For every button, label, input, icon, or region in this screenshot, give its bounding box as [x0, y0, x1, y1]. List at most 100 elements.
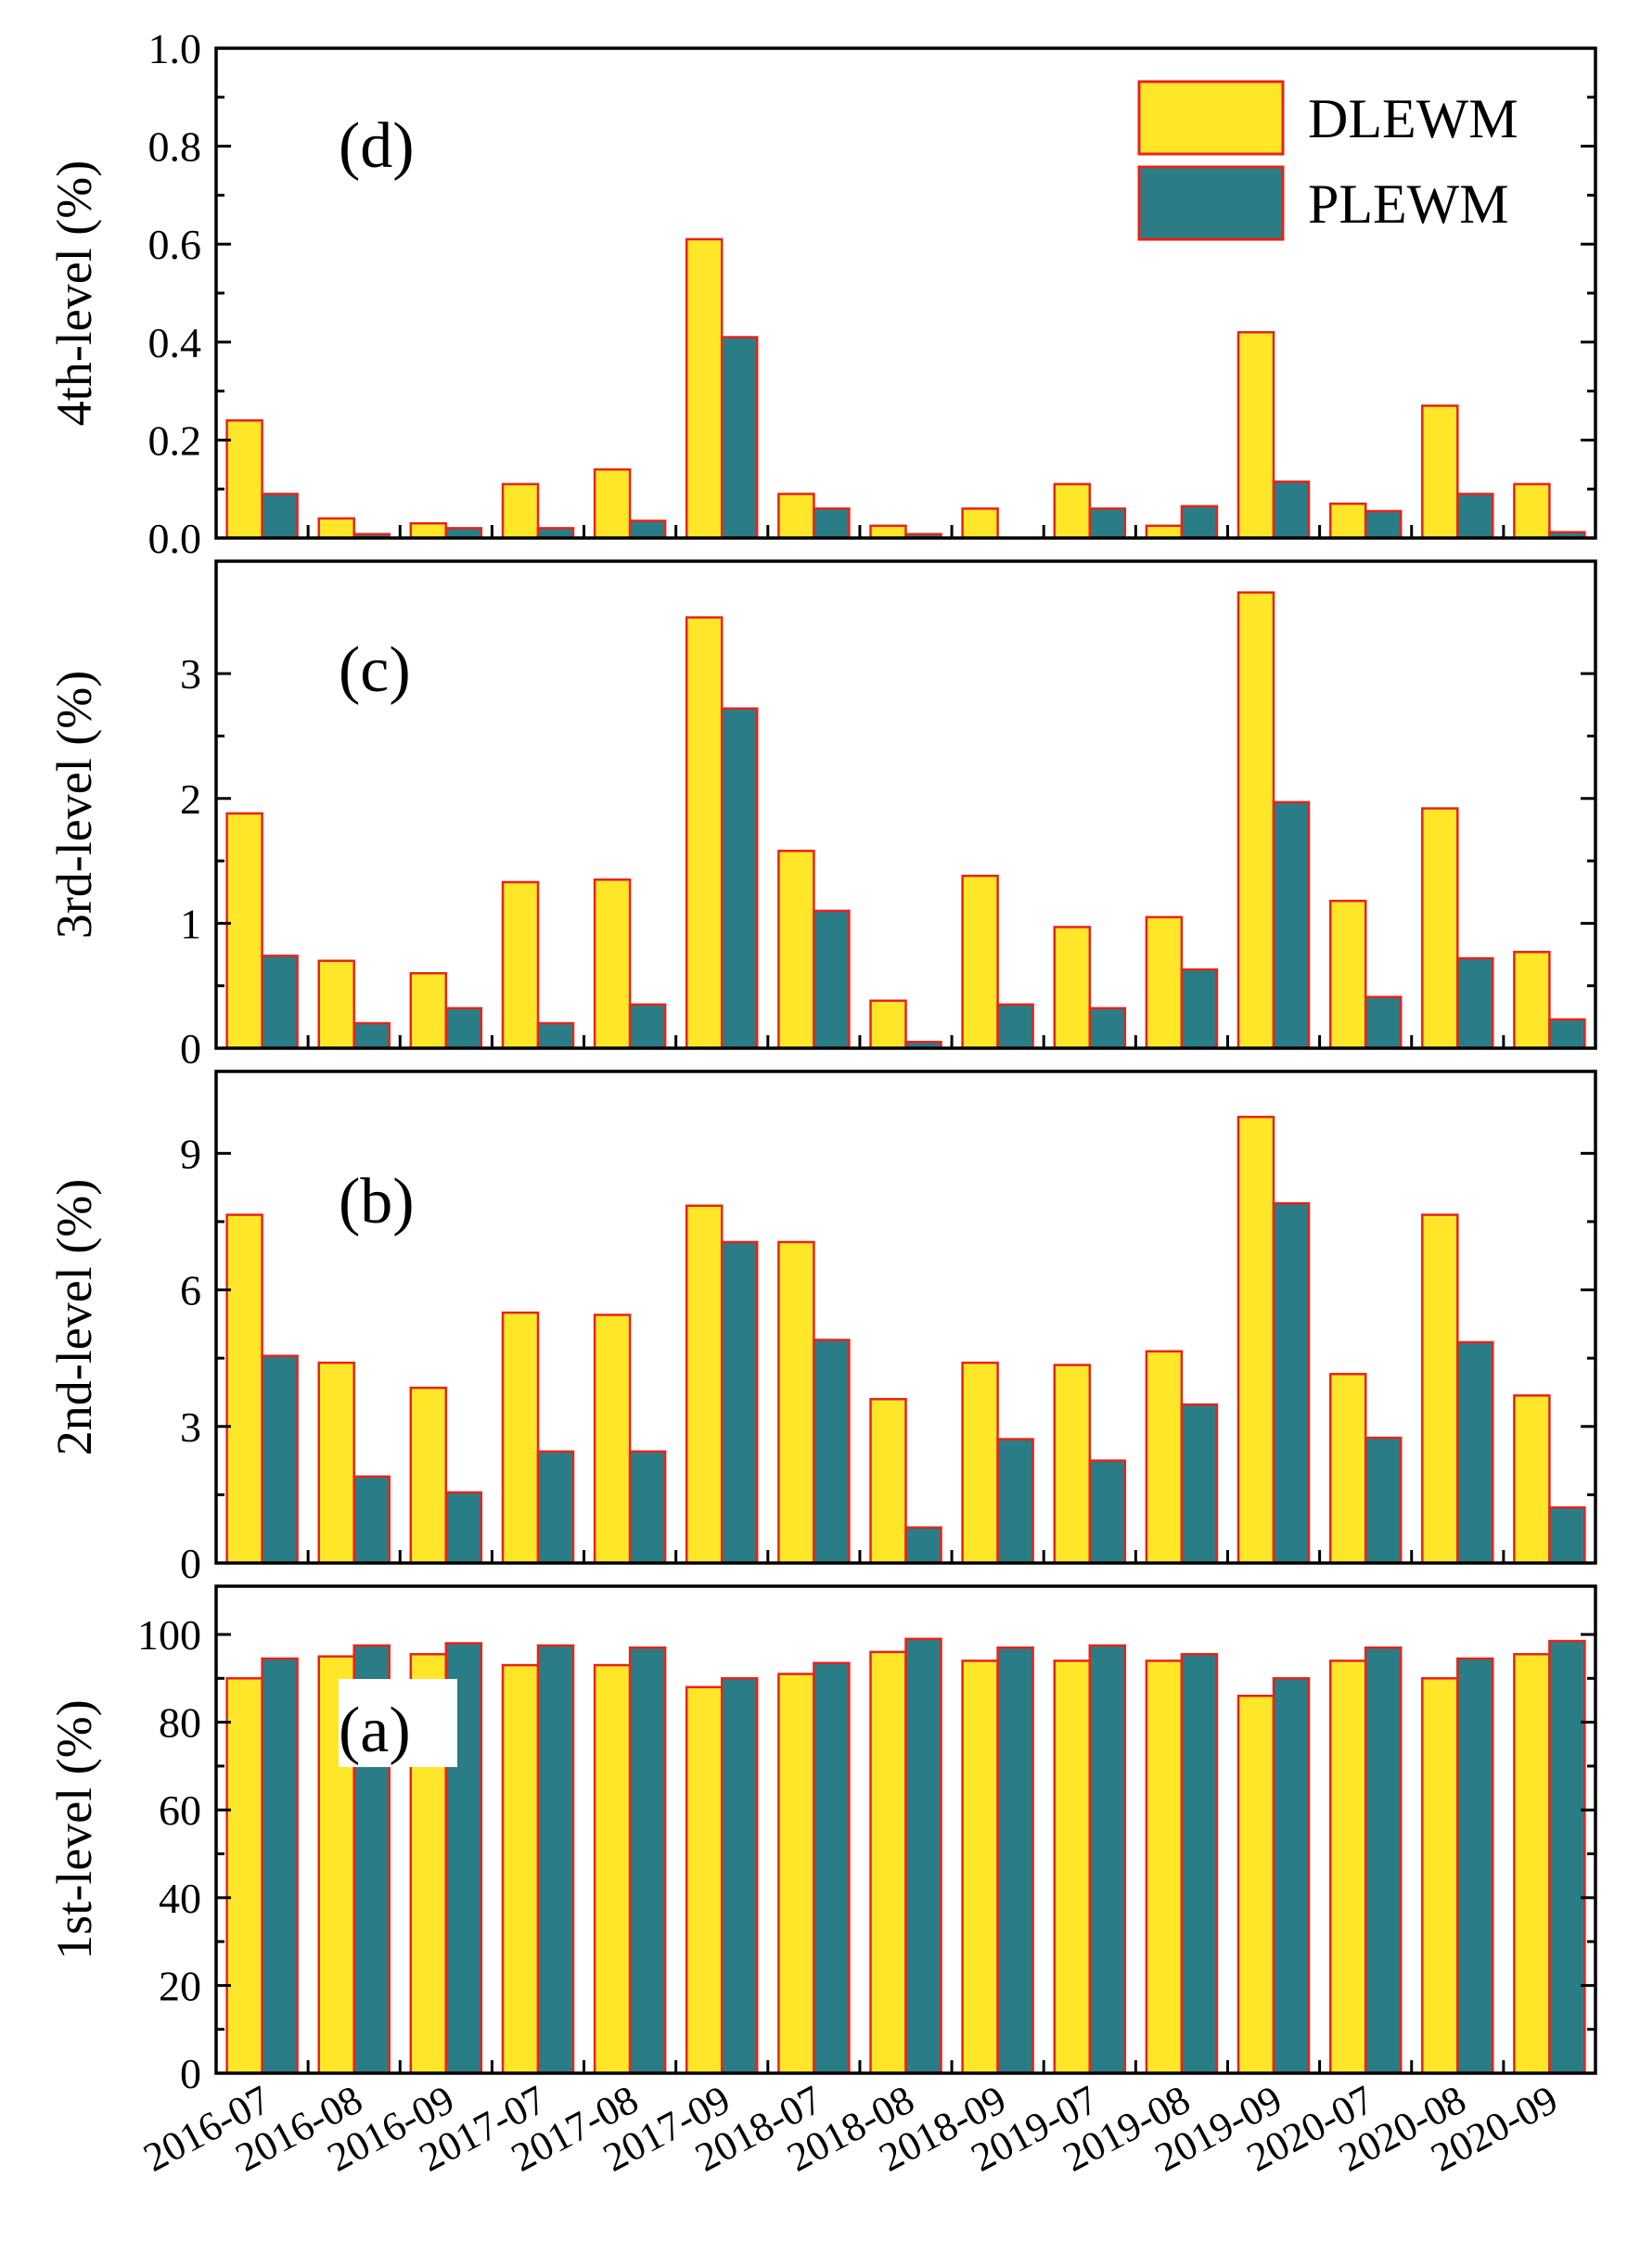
bar-dlewm-2020-08 — [1421, 1677, 1459, 2075]
bar-dlewm-2019-09 — [1236, 1115, 1275, 1565]
y-tick-label: 0.6 — [148, 221, 202, 268]
bar-dlewm-2016-09 — [409, 971, 448, 1050]
bar-plewm-2020-07 — [1364, 995, 1403, 1050]
bar-dlewm-2016-07 — [225, 419, 263, 540]
bar-plewm-2020-08 — [1456, 1340, 1494, 1565]
bar-plewm-2017-08 — [628, 519, 667, 540]
bar-dlewm-2016-09 — [409, 521, 448, 540]
panel-label: (a) — [339, 1695, 411, 1766]
bar-plewm-2019-08 — [1180, 1653, 1219, 2075]
bar-dlewm-2016-07 — [225, 1213, 263, 1565]
bar-plewm-2020-09 — [1548, 1018, 1586, 1050]
bar-dlewm-2019-08 — [1145, 524, 1184, 540]
bar-plewm-2019-09 — [1272, 1677, 1311, 2075]
bar-dlewm-2019-08 — [1145, 916, 1184, 1050]
bar-plewm-2019-09 — [1272, 481, 1311, 540]
bar-plewm-2018-09 — [996, 1438, 1034, 1565]
bar-plewm-2017-07 — [536, 1450, 575, 1565]
bar-plewm-2019-09 — [1272, 1202, 1311, 1565]
bar-plewm-2016-07 — [261, 493, 299, 540]
bar-dlewm-2017-09 — [685, 616, 724, 1050]
bar-dlewm-2019-07 — [1053, 1364, 1092, 1565]
y-tick-label: 0 — [180, 2050, 201, 2097]
bar-plewm-2019-07 — [1088, 1006, 1127, 1050]
bar-plewm-2017-09 — [720, 707, 759, 1050]
bar-dlewm-2018-08 — [869, 524, 907, 540]
bar-dlewm-2019-08 — [1145, 1350, 1184, 1565]
bar-dlewm-2018-07 — [777, 493, 815, 540]
y-tick-label: 9 — [180, 1130, 201, 1177]
bar-dlewm-2018-08 — [869, 1650, 907, 2075]
bar-plewm-2016-07 — [261, 955, 299, 1050]
bar-plewm-2020-07 — [1364, 1646, 1403, 2075]
bar-plewm-2019-08 — [1180, 505, 1219, 540]
bar-plewm-2016-07 — [261, 1354, 299, 1565]
bar-dlewm-2020-08 — [1421, 1213, 1459, 1565]
y-tick-label: 0.2 — [148, 416, 202, 464]
y-axis-label: 1st-level (%) — [46, 1699, 102, 1959]
bar-plewm-2020-07 — [1364, 509, 1403, 540]
bar-dlewm-2016-08 — [317, 959, 355, 1050]
bar-dlewm-2019-09 — [1236, 330, 1275, 540]
bar-dlewm-2017-08 — [593, 878, 632, 1050]
bar-dlewm-2016-08 — [317, 517, 355, 540]
bar-dlewm-2018-08 — [869, 999, 907, 1050]
y-tick-label: 1.0 — [148, 25, 202, 72]
bar-dlewm-2017-09 — [685, 237, 724, 540]
bar-plewm-2019-07 — [1088, 507, 1127, 540]
y-axis-label: 2nd-level (%) — [46, 1179, 102, 1455]
bar-dlewm-2016-08 — [317, 1655, 355, 2075]
bar-plewm-2018-08 — [904, 1526, 942, 1565]
bar-plewm-2016-07 — [261, 1657, 299, 2075]
bar-plewm-2020-09 — [1548, 1639, 1586, 2075]
bar-dlewm-2019-07 — [1053, 1659, 1092, 2075]
bar-plewm-2016-08 — [352, 1475, 391, 1565]
bar-plewm-2018-09 — [996, 1003, 1034, 1050]
bar-plewm-2016-09 — [444, 1491, 483, 1565]
bar-plewm-2019-09 — [1272, 801, 1311, 1050]
bar-dlewm-2020-07 — [1328, 502, 1367, 540]
bar-dlewm-2020-09 — [1513, 1394, 1551, 1565]
panel-label: (b) — [339, 1166, 415, 1237]
y-axis-label: 3rd-level (%) — [46, 671, 102, 939]
bar-plewm-2018-07 — [813, 507, 851, 540]
panel-frame — [214, 1584, 1597, 2075]
bar-plewm-2020-08 — [1456, 493, 1494, 540]
bar-plewm-2020-07 — [1364, 1436, 1403, 1565]
bar-dlewm-2019-08 — [1145, 1659, 1184, 2075]
y-tick-label: 6 — [180, 1267, 201, 1314]
bar-dlewm-2018-08 — [869, 1398, 907, 1565]
bar-dlewm-2019-07 — [1053, 926, 1092, 1050]
bar-plewm-2018-07 — [813, 909, 851, 1050]
bar-plewm-2017-07 — [536, 1644, 575, 2075]
bar-dlewm-2016-07 — [225, 1677, 263, 2075]
bar-plewm-2017-08 — [628, 1450, 667, 1565]
bar-dlewm-2018-09 — [961, 1659, 999, 2075]
bar-dlewm-2016-09 — [409, 1386, 448, 1565]
bar-dlewm-2018-07 — [777, 850, 815, 1050]
bar-dlewm-2018-07 — [777, 1672, 815, 2075]
bar-plewm-2018-08 — [904, 1637, 942, 2075]
bar-dlewm-2020-07 — [1328, 1373, 1367, 1565]
bar-dlewm-2017-08 — [593, 1663, 632, 2075]
panel-label: (d) — [339, 110, 415, 182]
y-tick-label: 0 — [180, 1025, 201, 1072]
y-tick-label: 0 — [180, 1540, 201, 1587]
bar-plewm-2018-09 — [996, 1646, 1034, 2075]
bar-plewm-2017-09 — [720, 1240, 759, 1565]
bar-dlewm-2018-09 — [961, 1361, 999, 1565]
bar-plewm-2017-08 — [628, 1646, 667, 2075]
bar-plewm-2019-07 — [1088, 1459, 1127, 1565]
bar-dlewm-2018-09 — [961, 874, 999, 1050]
bar-dlewm-2020-09 — [1513, 482, 1551, 540]
bar-plewm-2016-09 — [444, 1006, 483, 1050]
bar-dlewm-2017-07 — [501, 1311, 540, 1565]
bar-dlewm-2018-09 — [961, 507, 999, 540]
y-tick-label: 100 — [137, 1611, 201, 1659]
bar-dlewm-2020-08 — [1421, 404, 1459, 540]
bar-plewm-2018-07 — [813, 1661, 851, 2075]
legend-swatch-dlewm — [1137, 80, 1285, 156]
bar-dlewm-2017-09 — [685, 1204, 724, 1565]
